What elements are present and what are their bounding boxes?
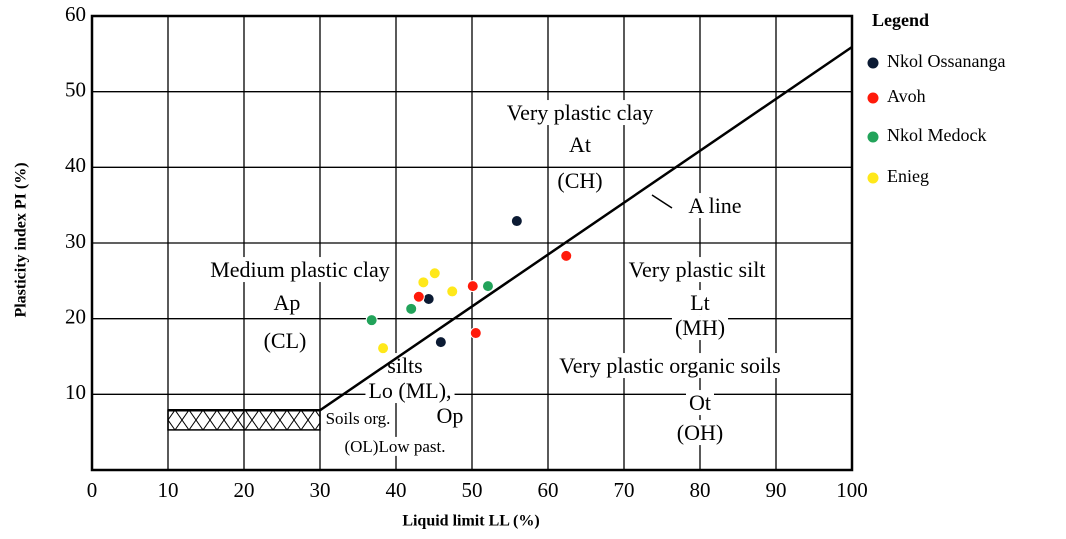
annotation-background xyxy=(556,353,784,379)
annotation: Soils org. xyxy=(326,409,391,428)
legend-marker xyxy=(867,131,879,143)
x-tick-label: 50 xyxy=(462,478,483,502)
point xyxy=(405,302,418,315)
y-tick-label: 20 xyxy=(65,304,86,328)
annotation: Ap xyxy=(274,290,301,315)
annotation-background xyxy=(207,257,393,283)
a-line-leader xyxy=(651,194,673,209)
annotation-background xyxy=(433,403,467,429)
annotation: Lt xyxy=(690,290,710,315)
annotation-background xyxy=(322,408,394,428)
annotation-background xyxy=(554,168,606,194)
annotation: (OL)Low past. xyxy=(344,437,445,456)
y-tick-label: 40 xyxy=(65,153,86,177)
legend-label: Nkol Ossananga xyxy=(887,51,1005,71)
point xyxy=(365,314,378,327)
annotation: (MH) xyxy=(675,315,725,340)
plot-frame xyxy=(90,14,854,472)
x-axis-title: Liquid limit LL (%) xyxy=(402,513,539,530)
x-tick-label: 80 xyxy=(690,478,711,502)
annotation-background xyxy=(566,132,594,158)
annotation-background xyxy=(673,420,727,446)
point xyxy=(466,280,479,293)
legend-label: Enieg xyxy=(887,166,929,186)
point xyxy=(510,215,523,228)
annotation: A line xyxy=(688,193,741,218)
y-tick-label: 10 xyxy=(65,380,86,404)
point xyxy=(434,336,447,349)
annotation-background xyxy=(341,436,449,456)
point xyxy=(428,267,441,280)
annotation-background xyxy=(384,353,426,379)
x-tick-label: 0 xyxy=(87,478,98,502)
point xyxy=(412,290,425,303)
a-line xyxy=(168,45,853,412)
annotation: Lo (ML), xyxy=(368,378,451,403)
legend-label: Nkol Medock xyxy=(887,125,986,145)
annotation-background xyxy=(270,290,304,316)
annotation-background xyxy=(685,193,745,219)
legend-marker xyxy=(867,92,879,104)
annotation: At xyxy=(569,132,591,157)
annotation: silts xyxy=(387,353,422,378)
x-tick-label: 10 xyxy=(158,478,179,502)
point xyxy=(377,342,390,355)
annotation-background xyxy=(686,390,714,416)
x-tick-label: 100 xyxy=(836,478,868,502)
annotation: Op xyxy=(437,403,464,428)
annotation-background xyxy=(625,257,769,283)
annotation-background xyxy=(365,378,455,404)
x-tick-label: 40 xyxy=(386,478,407,502)
y-tick-label: 30 xyxy=(65,229,86,253)
point xyxy=(560,249,573,262)
x-tick-label: 60 xyxy=(538,478,559,502)
annotation-background xyxy=(503,100,657,126)
legend-title: Legend xyxy=(872,10,929,30)
x-tick-label: 20 xyxy=(234,478,255,502)
x-tick-label: 90 xyxy=(766,478,787,502)
point xyxy=(481,280,494,293)
annotation-background xyxy=(671,315,729,341)
point xyxy=(422,292,435,305)
annotation: Very plastic silt xyxy=(629,257,766,282)
y-tick-label: 50 xyxy=(65,77,86,101)
annotation: Very plastic organic soils xyxy=(559,353,780,378)
annotation: Medium plastic clay xyxy=(210,257,390,282)
point xyxy=(417,276,430,289)
annotation: (CH) xyxy=(557,168,602,193)
x-tick-label: 30 xyxy=(310,478,331,502)
annotation: (CL) xyxy=(264,328,307,353)
y-tick-label: 60 xyxy=(65,2,86,26)
annotation: (OH) xyxy=(677,420,723,445)
point xyxy=(469,327,482,340)
point xyxy=(446,285,459,298)
legend-label: Avoh xyxy=(887,86,926,106)
annotation: Very plastic clay xyxy=(507,100,654,125)
annotation-background xyxy=(687,290,713,316)
legend-marker xyxy=(867,172,879,184)
x-tick-label: 70 xyxy=(614,478,635,502)
annotation-background xyxy=(260,328,310,354)
legend-marker xyxy=(867,57,879,69)
y-axis-title: Plasticity index PI (%) xyxy=(13,162,30,317)
annotation: Ot xyxy=(689,390,711,415)
hatched-zone xyxy=(167,409,321,431)
